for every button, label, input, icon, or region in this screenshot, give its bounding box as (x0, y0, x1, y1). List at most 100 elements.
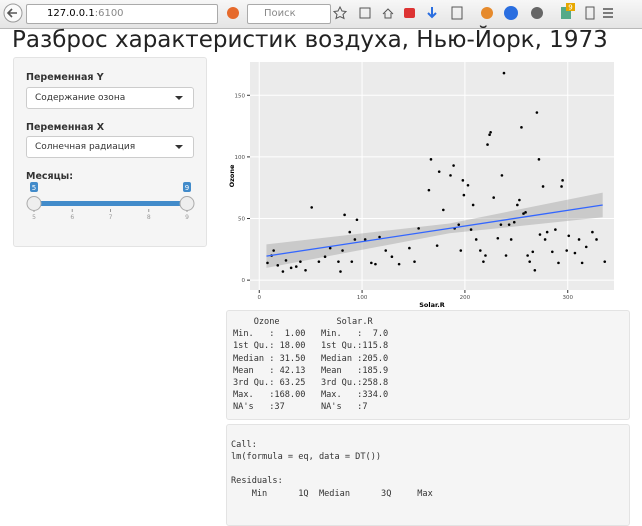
output-line: Residuals: (231, 476, 283, 487)
slider-value: 5 (32, 184, 36, 192)
data-point (502, 71, 506, 75)
slider-tick-label: 6 (70, 214, 74, 221)
data-point (471, 203, 475, 207)
data-point (526, 254, 529, 257)
browser-toolbar: 9 127.0.0.1:6100 Поиск (0, 0, 642, 29)
slider-tick-label: 8 (147, 214, 151, 221)
data-point (545, 230, 549, 234)
data-point (484, 254, 487, 257)
model-output: Call: lm(formula = eq, data = DT()) Residu… (227, 425, 629, 500)
data-point (304, 268, 307, 272)
addon-icon[interactable] (561, 7, 571, 19)
output-line: Mean : 42.13 Mean :185.9 (233, 365, 389, 376)
data-point (341, 249, 344, 252)
slider-tick-label: 7 (109, 214, 113, 221)
screenshot[interactable] (451, 6, 463, 20)
data-point (328, 246, 332, 250)
data-point (417, 227, 420, 230)
reading-list[interactable] (359, 7, 371, 19)
output-line: Max. :168.00 Max. :334.0 (233, 390, 389, 401)
data-point (429, 158, 433, 161)
home[interactable] (382, 8, 394, 19)
addon-icon[interactable] (504, 6, 518, 20)
data-point (266, 261, 269, 265)
page-title: Разброс характеристик воздуха, Нью-Йорк,… (12, 27, 608, 53)
slider-handle[interactable] (179, 196, 195, 211)
data-point (518, 198, 521, 202)
month-slider[interactable]: 5 6 7 8 9 5 9 (14, 180, 206, 225)
menu[interactable] (603, 8, 613, 18)
slider-bubble (183, 182, 191, 192)
x-tick-label: 200 (460, 295, 471, 301)
data-point (500, 174, 504, 177)
slider-tick-label: 5 (32, 214, 36, 221)
y-select-label: Переменная Y (26, 72, 104, 83)
confidence-band (266, 223, 450, 268)
data-point (520, 126, 523, 129)
y-tick-label: 100 (235, 155, 246, 161)
data-point (294, 265, 298, 268)
data-point (343, 213, 346, 217)
data-point (516, 203, 519, 207)
data-point (435, 244, 439, 247)
summary-output: Ozone Solar.R Min. : 1.00 Min. : 7.0 1st Q… (227, 311, 629, 414)
slider-value: 9 (185, 184, 189, 192)
x-tick-label: 100 (357, 295, 368, 301)
data-point (397, 262, 401, 266)
data-point (289, 266, 293, 270)
data-point (449, 174, 452, 177)
data-point (459, 249, 463, 252)
url-host: 127.0.0.1 (47, 8, 95, 19)
summary-panel: Ozone Solar.R Min. : 1.00 Min. : 7.0 1st Q… (226, 310, 630, 420)
data-point (310, 206, 313, 209)
y-tick-label: 150 (235, 93, 246, 99)
data-point (408, 246, 411, 250)
downloads[interactable] (427, 7, 437, 19)
slider-handle[interactable] (26, 196, 42, 211)
data-point (528, 260, 531, 263)
data-point (561, 179, 564, 182)
y-tick-label: 50 (238, 217, 245, 223)
slider-tick-label: 9 (185, 214, 189, 221)
x-select[interactable]: Солнечная радиация (26, 136, 194, 158)
search-box[interactable]: Поиск (247, 4, 331, 24)
data-point (482, 260, 485, 263)
addon-icon[interactable] (585, 6, 595, 20)
y-tick-label: 0 (242, 278, 246, 284)
data-point (469, 228, 473, 231)
data-point (537, 158, 541, 161)
addon-icon[interactable] (531, 7, 543, 19)
pocket[interactable] (404, 8, 415, 18)
x-select-label: Переменная X (26, 122, 105, 133)
data-point (486, 143, 489, 146)
data-point (276, 264, 280, 267)
bookmark-star[interactable] (332, 5, 348, 20)
data-point (427, 188, 431, 192)
data-point (531, 250, 535, 254)
x-tick-label: 0 (258, 295, 262, 301)
data-point (390, 255, 394, 259)
slider-bubble (30, 182, 38, 192)
data-point (535, 111, 539, 114)
addon-icon[interactable] (481, 7, 493, 19)
y-select[interactable]: Содержание озона (26, 87, 194, 109)
data-point (466, 183, 470, 187)
data-point (348, 230, 352, 234)
data-point (595, 238, 598, 241)
url-bar[interactable]: 127.0.0.1:6100 (26, 4, 218, 24)
data-point (350, 260, 354, 263)
data-point (533, 268, 537, 272)
data-point (492, 196, 495, 199)
output-line: 1st Qu.: 18.00 1st Qu.:115.8 (233, 341, 389, 352)
data-point (551, 250, 554, 254)
data-point (591, 230, 594, 234)
data-point (413, 260, 416, 263)
data-point (384, 249, 388, 252)
addon-icon[interactable] (227, 7, 239, 19)
data-point (580, 261, 584, 265)
output-line: Ozone Solar.R (233, 317, 373, 327)
data-point (370, 261, 373, 265)
data-point (374, 262, 377, 266)
output-line: lm(formula = eq, data = DT()) (231, 452, 382, 463)
